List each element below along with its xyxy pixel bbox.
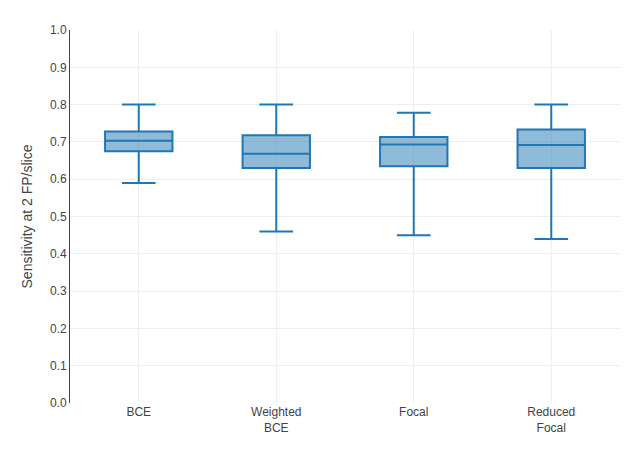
svg-text:0.1: 0.1 <box>50 359 67 373</box>
svg-text:0.9: 0.9 <box>50 61 67 75</box>
svg-text:0.0: 0.0 <box>50 396 67 410</box>
svg-text:0.3: 0.3 <box>50 284 67 298</box>
svg-text:0.6: 0.6 <box>50 172 67 186</box>
svg-text:BCE: BCE <box>126 405 151 419</box>
svg-text:Focal: Focal <box>399 405 428 419</box>
svg-text:0.2: 0.2 <box>50 322 67 336</box>
svg-text:WeightedBCE: WeightedBCE <box>251 405 301 435</box>
svg-text:0.7: 0.7 <box>50 135 67 149</box>
svg-text:0.8: 0.8 <box>50 98 67 112</box>
svg-text:Sensitivity at 2 FP/slice: Sensitivity at 2 FP/slice <box>19 144 35 288</box>
svg-text:0.4: 0.4 <box>50 247 67 261</box>
svg-text:ReducedFocal: ReducedFocal <box>527 405 575 435</box>
svg-text:1.0: 1.0 <box>50 23 67 37</box>
svg-text:0.5: 0.5 <box>50 210 67 224</box>
